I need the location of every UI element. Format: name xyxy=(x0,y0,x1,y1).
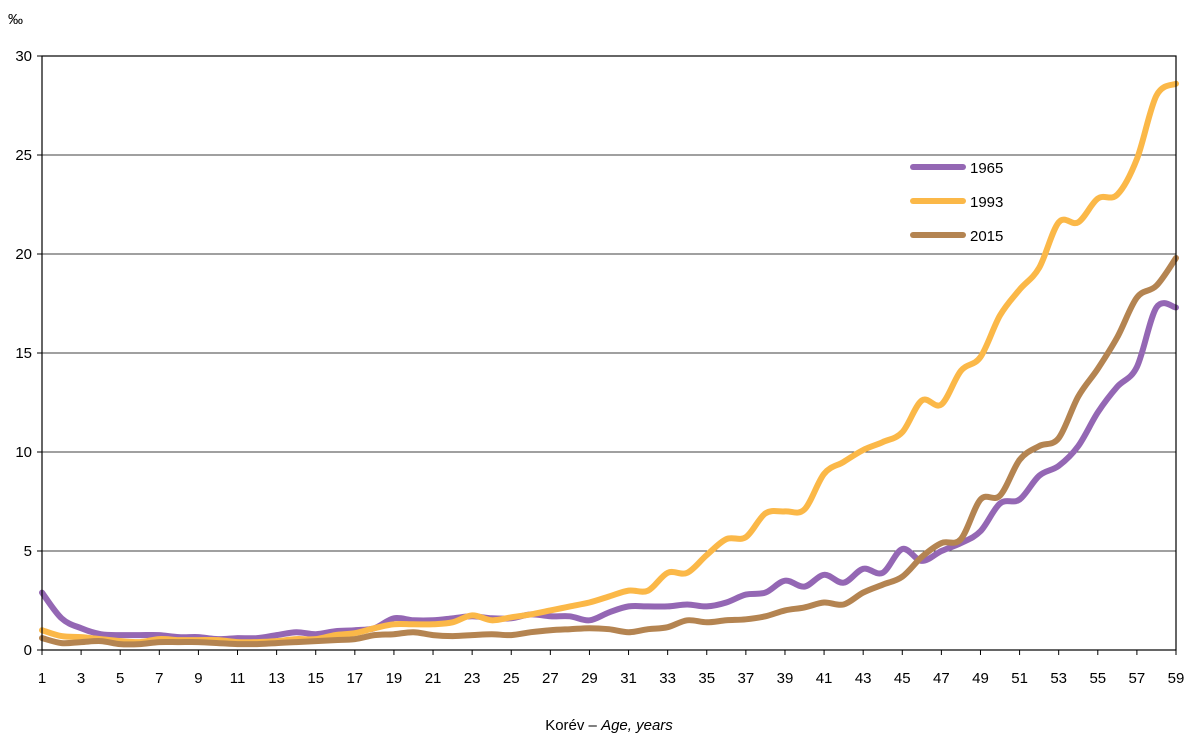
x-tick-label: 17 xyxy=(346,670,363,687)
x-tick-label: 11 xyxy=(230,670,246,687)
x-tick-label: 7 xyxy=(155,670,163,687)
x-tick-label: 29 xyxy=(581,670,598,687)
y-tick-label: 30 xyxy=(15,48,32,65)
x-tick-label: 35 xyxy=(698,670,715,687)
y-axis-ticks: 0 5 10 15 20 25 30 xyxy=(15,48,42,659)
x-tick-label: 39 xyxy=(777,670,794,687)
series-line-1993 xyxy=(39,80,1179,646)
gridlines xyxy=(42,154,1176,552)
x-tick-label: 13 xyxy=(268,670,285,687)
x-tick-label: 27 xyxy=(542,670,559,687)
series-line-2015 xyxy=(39,255,1179,648)
x-tick-label: 5 xyxy=(116,670,124,687)
y-tick-label: 15 xyxy=(15,345,32,362)
x-axis-title-hu: Korév – xyxy=(545,717,601,734)
x-tick-label: 59 xyxy=(1168,670,1185,687)
x-tick-label: 49 xyxy=(972,670,989,687)
x-tick-label: 43 xyxy=(855,670,872,687)
x-tick-label: 41 xyxy=(816,670,833,687)
y-tick-label: 25 xyxy=(15,147,32,164)
x-tick-label: 45 xyxy=(894,670,911,687)
legend-label-1993: 1993 xyxy=(970,194,1003,211)
x-tick-label: 9 xyxy=(194,670,202,687)
x-axis-title: Korév – Age, years xyxy=(545,717,673,734)
x-tick-label: 3 xyxy=(77,670,85,687)
legend-label-1965: 1965 xyxy=(970,160,1003,177)
x-tick-label: 15 xyxy=(307,670,324,687)
y-tick-label: 10 xyxy=(15,444,32,461)
plot-frame xyxy=(41,55,1177,651)
x-tick-label: 55 xyxy=(1089,670,1106,687)
x-tick-label: 1 xyxy=(38,670,46,687)
y-tick-label: 0 xyxy=(24,642,32,659)
y-tick-label: 5 xyxy=(24,543,32,560)
series-lines xyxy=(39,80,1179,648)
series-line-1965 xyxy=(39,300,1179,643)
x-tick-label: 53 xyxy=(1050,670,1067,687)
x-tick-label: 51 xyxy=(1011,670,1028,687)
x-tick-label: 33 xyxy=(659,670,676,687)
y-unit-label: ‰ xyxy=(8,11,23,28)
y-tick-label: 20 xyxy=(15,246,32,263)
x-axis-ticks: 1 3 5 7 9 11 13 15 17 19 21 23 25 27 29 31 33 35 37 39 41 43 4… xyxy=(38,650,1185,687)
legend-label-2015: 2015 xyxy=(970,228,1003,245)
x-tick-label: 21 xyxy=(425,670,442,687)
x-tick-label: 47 xyxy=(933,670,950,687)
legend: 1965 1993 2015 xyxy=(910,160,1003,245)
x-tick-label: 23 xyxy=(464,670,481,687)
x-tick-label: 57 xyxy=(1129,670,1146,687)
x-tick-label: 31 xyxy=(620,670,637,687)
x-tick-label: 25 xyxy=(503,670,520,687)
x-axis-title-en: Age, years xyxy=(600,717,673,734)
x-tick-label: 19 xyxy=(386,670,403,687)
x-tick-label: 37 xyxy=(738,670,755,687)
